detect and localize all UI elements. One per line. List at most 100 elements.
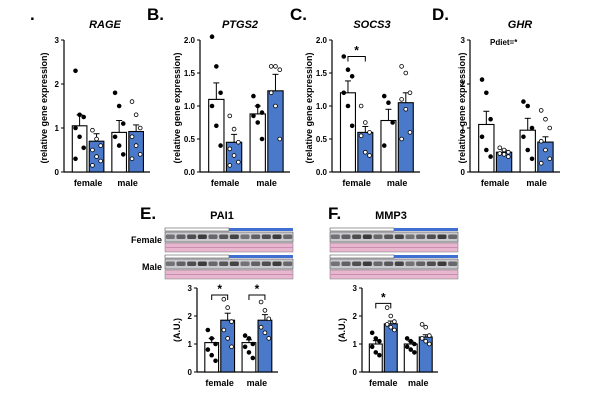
panel-f-title: MMP3 [375,210,407,222]
blot-band [448,261,458,266]
y-tick-label: 2 [461,80,466,89]
significance-star: * [255,282,260,296]
blot-band [373,261,383,266]
plot-c: 0.0 0.5 1.0 1.5 2.0 female male * [316,36,420,188]
x-category-label: male [408,378,429,388]
data-point [94,154,99,159]
x-category-label: female [211,178,240,188]
data-point [363,149,368,155]
data-point [73,68,78,74]
data-point [209,103,215,109]
significance-bracket [248,294,266,300]
x-category-label: female [342,178,371,188]
y-tick-label: 1 [461,124,466,133]
significance-bracket [347,56,366,62]
plot-b: 0.0 0.5 1.0 1.5 2.0 female male [184,34,290,188]
x-category-label: female [74,178,103,188]
y-tick-label: 2 [55,80,60,89]
blot-band [384,234,394,239]
panel-d-ylabel: (relative gene expression) [457,52,467,163]
blot-band [208,261,218,266]
blot-header-treatment [229,228,293,231]
data-point [251,93,256,99]
data-point [221,327,227,333]
data-point [77,134,82,140]
significance-bracket [211,294,229,300]
data-point [81,145,86,151]
x-category-label: female [369,378,398,388]
data-point [363,120,368,125]
data-point [133,143,139,148]
blot-band [197,234,207,239]
data-point [255,120,261,125]
blot-band [384,261,394,266]
data-point [373,350,379,355]
data-point [209,352,214,358]
data-point [408,338,414,344]
blot-band [197,261,207,266]
y-tick-label: 0 [55,168,60,177]
data-point [214,64,219,69]
panel-a-title: RAGE [89,19,121,31]
blot-band [341,234,351,239]
data-point [399,97,404,102]
blot-band [229,261,239,266]
data-point [218,90,223,96]
data-point [538,138,544,144]
data-point [90,147,95,153]
blot-band [373,234,383,239]
data-point [377,352,382,358]
data-point [403,107,409,112]
bar-treatment [267,90,284,173]
data-point [412,350,417,355]
data-point [390,120,395,125]
data-point [116,143,122,148]
data-point [399,64,404,69]
panel-d-title: GHR [508,19,533,31]
y-tick-label: 3 [353,284,358,293]
data-point [251,113,256,119]
blot-band [330,234,340,239]
data-point [529,156,535,162]
data-point [221,296,227,302]
data-point [205,327,211,333]
data-point [367,153,372,158]
blot-band [240,234,250,239]
y-tick-label: 3 [461,36,466,45]
panel-b-title: PTGS2 [222,19,258,31]
data-point [388,313,394,319]
data-point [227,146,233,152]
panel-letter-f: F. [328,204,341,223]
data-point [392,319,397,324]
data-point [225,336,230,341]
data-point [229,319,234,324]
significance-star: * [354,44,359,58]
blot-band [283,261,293,266]
data-point [259,136,265,142]
data-point [246,350,252,355]
blot-membrane [164,231,294,243]
data-point [258,324,264,330]
blot-membrane [329,231,459,243]
data-point [81,114,86,120]
data-point [381,93,387,99]
data-point [386,100,391,105]
data-point [229,344,234,350]
blot-band [448,234,458,239]
data-point [384,305,390,310]
data-point [358,103,364,109]
panel-letter-c: C. [290,5,307,24]
data-point [488,116,493,122]
blot-e-row-label-female: Female [131,235,162,245]
y-tick-label: 0.0 [184,168,196,177]
data-point [538,160,544,166]
data-point [543,116,548,122]
data-point [273,103,278,109]
data-point [205,347,211,352]
panel-c-ylabel: (relative gene expression) [304,52,314,163]
data-point [98,158,103,164]
data-point [408,347,414,352]
blot-band [251,234,261,239]
data-point [341,90,347,96]
